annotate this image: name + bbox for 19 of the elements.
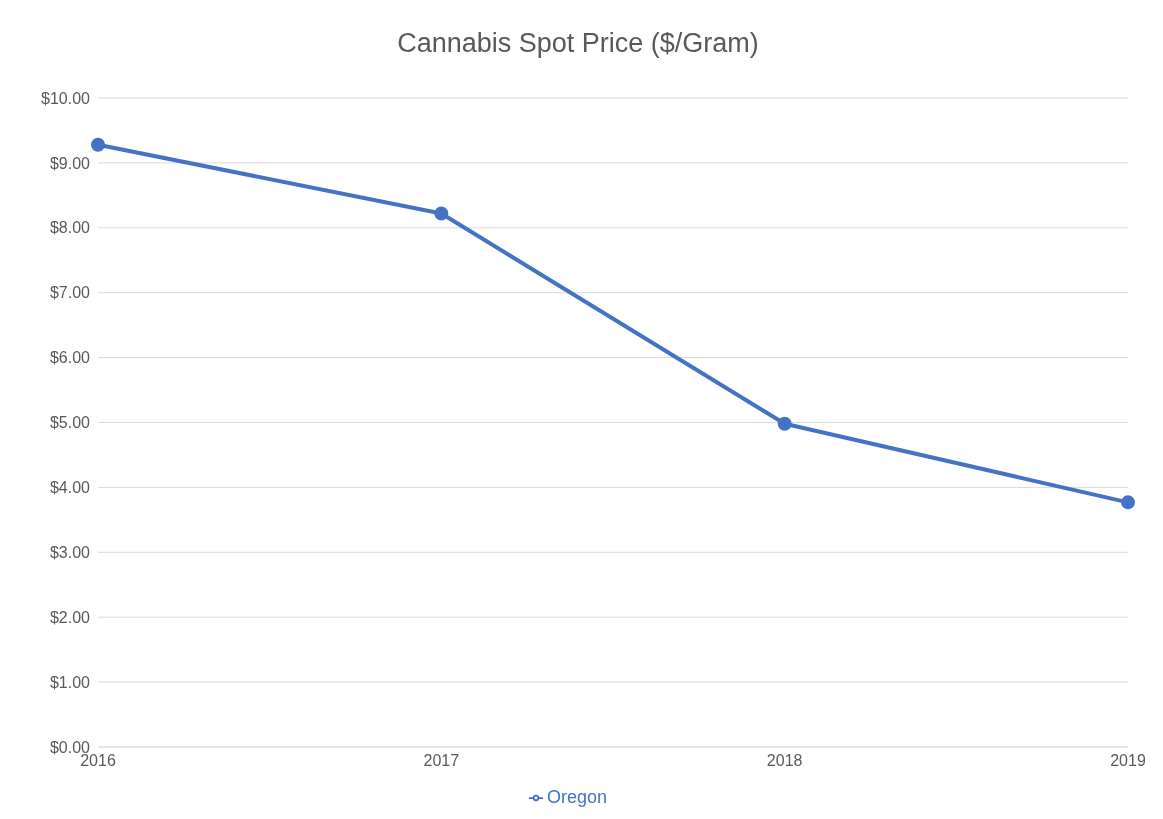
point bbox=[91, 137, 105, 152]
point bbox=[1121, 495, 1135, 510]
y-tick-label: $1.00 bbox=[49, 673, 91, 691]
point bbox=[777, 416, 792, 431]
y-tick-label: $7.00 bbox=[49, 284, 91, 302]
y-tick-label: $9.00 bbox=[49, 154, 91, 172]
y-tick-label: $10.00 bbox=[41, 89, 91, 107]
y-tick-label: $3.00 bbox=[49, 543, 91, 561]
chart-title: Cannabis Spot Price ($/Gram) bbox=[396, 27, 760, 60]
y-tick-label: $2.00 bbox=[49, 608, 91, 626]
point bbox=[434, 206, 449, 221]
x-tick-label: 2018 bbox=[766, 752, 803, 770]
y-tick-label: $5.00 bbox=[49, 414, 91, 432]
y-tick-label: $8.00 bbox=[49, 219, 91, 237]
y-tick-label: $4.00 bbox=[49, 479, 91, 497]
x-tick-label: 2017 bbox=[423, 752, 460, 770]
y-tick-label: $6.00 bbox=[49, 349, 91, 367]
x-tick-label: 2019 bbox=[1110, 752, 1146, 770]
legend-label: Oregon bbox=[546, 787, 608, 807]
